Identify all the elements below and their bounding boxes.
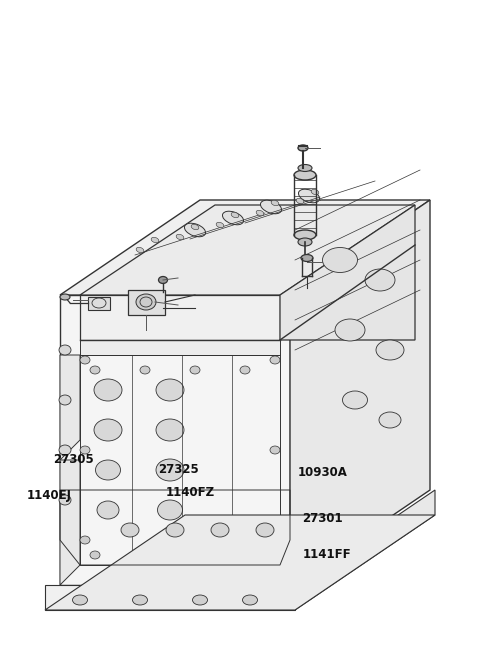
Ellipse shape bbox=[222, 211, 243, 225]
Ellipse shape bbox=[240, 366, 250, 374]
Ellipse shape bbox=[94, 379, 122, 401]
Ellipse shape bbox=[270, 536, 280, 544]
Ellipse shape bbox=[90, 551, 100, 559]
Ellipse shape bbox=[231, 213, 239, 218]
Ellipse shape bbox=[298, 145, 308, 151]
Ellipse shape bbox=[121, 523, 139, 537]
Polygon shape bbox=[290, 200, 430, 585]
Ellipse shape bbox=[240, 551, 250, 559]
Ellipse shape bbox=[190, 551, 200, 559]
Ellipse shape bbox=[190, 366, 200, 374]
Polygon shape bbox=[88, 297, 110, 310]
Ellipse shape bbox=[59, 495, 71, 505]
Polygon shape bbox=[128, 290, 165, 315]
Ellipse shape bbox=[80, 536, 90, 544]
Ellipse shape bbox=[270, 356, 280, 364]
Polygon shape bbox=[60, 355, 80, 460]
Ellipse shape bbox=[96, 460, 120, 480]
Ellipse shape bbox=[191, 224, 199, 230]
Ellipse shape bbox=[156, 419, 184, 441]
Ellipse shape bbox=[158, 276, 168, 283]
Ellipse shape bbox=[151, 237, 159, 243]
Ellipse shape bbox=[294, 230, 316, 240]
Ellipse shape bbox=[301, 255, 313, 262]
Polygon shape bbox=[295, 490, 435, 610]
Ellipse shape bbox=[136, 294, 156, 310]
Ellipse shape bbox=[299, 189, 320, 203]
Polygon shape bbox=[60, 200, 430, 295]
Ellipse shape bbox=[90, 366, 100, 374]
Ellipse shape bbox=[335, 319, 365, 341]
Ellipse shape bbox=[323, 247, 358, 272]
Ellipse shape bbox=[97, 501, 119, 519]
Polygon shape bbox=[280, 205, 415, 340]
Ellipse shape bbox=[80, 446, 90, 454]
Polygon shape bbox=[80, 205, 415, 295]
Text: 27301: 27301 bbox=[302, 512, 343, 525]
Ellipse shape bbox=[379, 412, 401, 428]
Ellipse shape bbox=[211, 523, 229, 537]
Polygon shape bbox=[80, 295, 280, 340]
Ellipse shape bbox=[166, 523, 184, 537]
Ellipse shape bbox=[59, 395, 71, 405]
Ellipse shape bbox=[59, 345, 71, 355]
Ellipse shape bbox=[365, 269, 395, 291]
Ellipse shape bbox=[140, 551, 150, 559]
Ellipse shape bbox=[294, 170, 316, 180]
Polygon shape bbox=[45, 585, 295, 610]
Text: 27325: 27325 bbox=[158, 462, 199, 476]
Ellipse shape bbox=[72, 595, 87, 605]
Ellipse shape bbox=[298, 238, 312, 246]
Ellipse shape bbox=[192, 595, 207, 605]
Polygon shape bbox=[60, 295, 290, 585]
Ellipse shape bbox=[156, 459, 184, 481]
Ellipse shape bbox=[296, 198, 304, 204]
Text: 10930A: 10930A bbox=[298, 466, 348, 479]
Text: 1141FF: 1141FF bbox=[302, 548, 351, 561]
Ellipse shape bbox=[256, 523, 274, 537]
Text: 1140EJ: 1140EJ bbox=[26, 489, 72, 502]
Ellipse shape bbox=[343, 391, 368, 409]
Ellipse shape bbox=[242, 595, 257, 605]
Ellipse shape bbox=[271, 200, 279, 206]
Ellipse shape bbox=[59, 445, 71, 455]
Ellipse shape bbox=[298, 165, 312, 171]
Ellipse shape bbox=[216, 222, 224, 228]
Polygon shape bbox=[80, 340, 280, 355]
Ellipse shape bbox=[256, 211, 264, 216]
Ellipse shape bbox=[140, 366, 150, 374]
Polygon shape bbox=[45, 515, 435, 610]
Ellipse shape bbox=[132, 595, 147, 605]
Ellipse shape bbox=[60, 294, 70, 300]
Ellipse shape bbox=[157, 500, 182, 520]
Text: 27305: 27305 bbox=[53, 453, 94, 466]
Ellipse shape bbox=[80, 356, 90, 364]
Ellipse shape bbox=[311, 190, 319, 195]
Polygon shape bbox=[60, 460, 80, 585]
Ellipse shape bbox=[136, 247, 144, 253]
Ellipse shape bbox=[270, 446, 280, 454]
Text: 1140FZ: 1140FZ bbox=[166, 485, 215, 499]
Ellipse shape bbox=[261, 200, 282, 214]
Ellipse shape bbox=[376, 340, 404, 360]
Ellipse shape bbox=[176, 234, 184, 239]
Ellipse shape bbox=[94, 419, 122, 441]
Ellipse shape bbox=[156, 379, 184, 401]
Ellipse shape bbox=[184, 223, 205, 237]
